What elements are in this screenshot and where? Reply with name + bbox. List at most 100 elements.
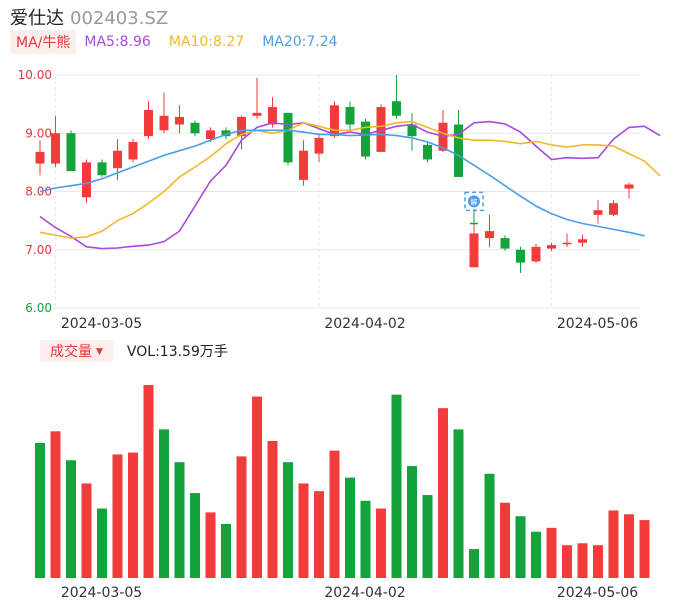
candle [531, 243, 541, 263]
candle [82, 159, 91, 204]
ma20-line [39, 129, 645, 237]
volume-bar [143, 385, 154, 578]
candle [454, 109, 463, 177]
volume-indicator-selector[interactable]: 成交量 ▼ [40, 340, 113, 362]
volume-bar [97, 508, 107, 578]
volume-bar [221, 523, 231, 578]
volume-bar [159, 429, 169, 578]
y-tick-label: 9.00 [25, 126, 52, 140]
candle-body [376, 107, 386, 152]
ma10-line [39, 120, 661, 239]
x-tick-label: 2024-04-02 [324, 316, 405, 332]
candle-body [82, 162, 91, 198]
volume-bar [608, 510, 619, 578]
volume-bar [376, 508, 386, 578]
volume-bar [190, 493, 200, 578]
volume-bar [391, 394, 402, 578]
y-tick-label: 10.00 [18, 68, 52, 82]
candle-body [392, 101, 401, 116]
volume-bar [407, 466, 417, 578]
candle-body [485, 231, 494, 239]
candle [128, 139, 138, 163]
candle-body [237, 116, 246, 137]
y-tick-label: 8.00 [25, 185, 52, 199]
candle-body [66, 133, 76, 172]
caret-down-icon: ▼ [96, 347, 103, 357]
candle-body [407, 124, 417, 137]
candle [361, 118, 370, 160]
volume-bar [438, 408, 448, 578]
candle-body [51, 133, 60, 164]
volume-legend: 成交量 ▼ VOL:13.59万手 [40, 340, 228, 362]
candle-body [190, 122, 200, 134]
volume-bar [500, 502, 510, 578]
volume-bar [66, 460, 76, 578]
candle [51, 115, 60, 168]
stock-code: 002403.SZ [70, 8, 169, 29]
candle [345, 101, 355, 131]
volume-x-tick-label: 2024-03-05 [61, 585, 142, 601]
candle [66, 130, 76, 172]
candle-body [175, 116, 184, 125]
volume-bar [577, 543, 588, 578]
candle-body [531, 246, 541, 262]
ma20-legend: MA20:7.24 [262, 34, 338, 50]
ma10-legend: MA10:8.27 [168, 34, 245, 50]
volume-x-tick-label: 2024-05-06 [557, 585, 638, 601]
candle [144, 101, 153, 140]
candle [97, 159, 107, 177]
ma5-legend: MA5:8.96 [84, 34, 151, 50]
candle-body [330, 105, 339, 137]
candle-body [345, 107, 355, 125]
volume-bar [484, 473, 495, 578]
volume-bar [624, 514, 634, 578]
stock-name: 爱仕达 [10, 8, 64, 29]
candle-body [516, 249, 525, 263]
candle-body [283, 112, 293, 163]
candle-body [423, 144, 432, 160]
volume-bar [360, 500, 371, 578]
volume-bar [345, 477, 355, 578]
volume-bar [35, 442, 45, 578]
candle-body [221, 130, 231, 137]
candle [159, 92, 169, 134]
candle [407, 112, 417, 151]
volume-bar [422, 495, 433, 578]
volume-value: VOL:13.59万手 [126, 344, 228, 360]
candle-body [469, 233, 479, 268]
ma-legend: MA/牛熊 MA5:8.96 MA10:8.27 MA20:7.24 [10, 30, 356, 54]
ma5-line [39, 120, 661, 250]
candle-body [454, 124, 463, 177]
candle-body [547, 245, 556, 249]
candle [299, 140, 308, 186]
ma-indicator-selector[interactable]: MA/牛熊 [10, 30, 77, 54]
candle-body [562, 242, 572, 245]
candle-body [578, 239, 587, 243]
candle [392, 75, 401, 119]
candle-body [624, 184, 634, 189]
candle [221, 127, 231, 140]
candle [423, 141, 432, 163]
candle [283, 112, 293, 166]
candle [252, 77, 262, 119]
candle [593, 200, 603, 224]
volume-bar [112, 454, 123, 578]
candle [376, 104, 386, 152]
candle [516, 246, 525, 274]
candle-body [609, 203, 618, 215]
candle [330, 101, 339, 138]
candle [547, 242, 556, 251]
volume-bar [531, 531, 541, 578]
candle [500, 235, 510, 251]
volume-bar [81, 483, 92, 578]
candle-body [361, 121, 370, 157]
volume-bar [469, 549, 479, 578]
volume-x-tick-label: 2024-04-02 [324, 585, 405, 601]
volume-indicator-label: 成交量 [50, 344, 92, 360]
volume-bar [236, 456, 247, 578]
volume-bar [128, 452, 138, 578]
candle-body [97, 162, 107, 176]
x-tick-label: 2024-05-06 [557, 316, 638, 332]
candle [175, 105, 184, 134]
